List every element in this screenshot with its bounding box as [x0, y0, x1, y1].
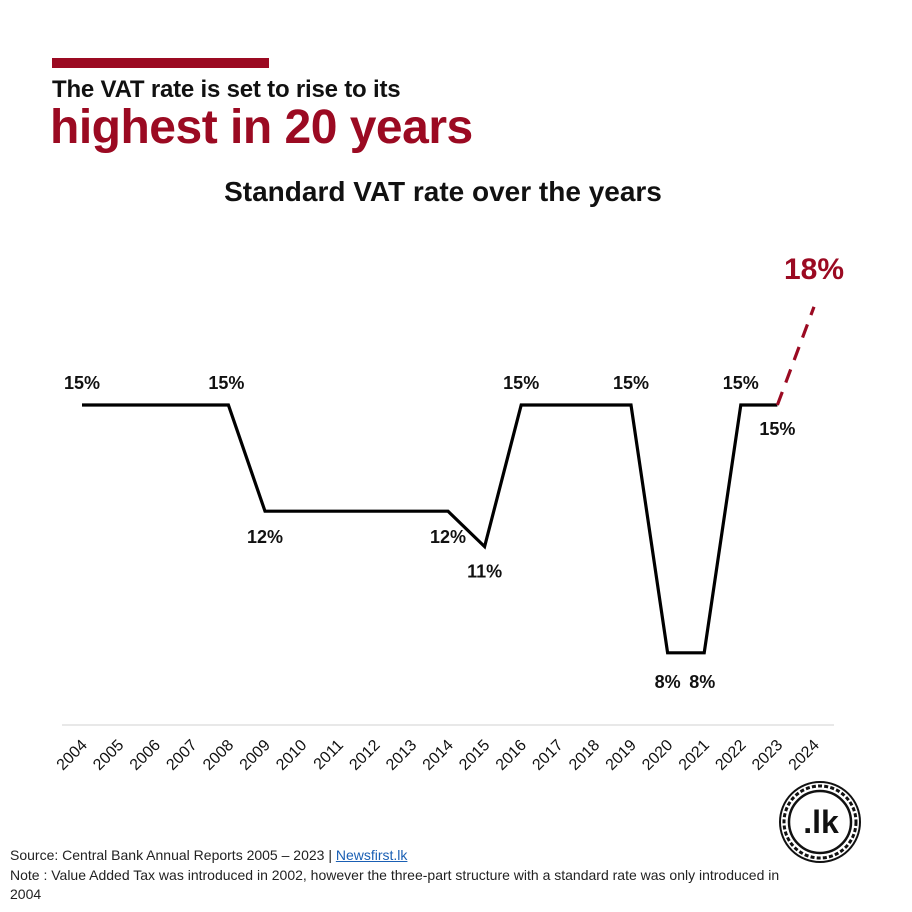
- x-tick-label: 2004: [54, 737, 91, 774]
- x-tick-label: 2010: [273, 737, 310, 774]
- x-tick-label: 2021: [676, 737, 713, 774]
- x-tick-label: 2012: [346, 737, 383, 774]
- x-tick-labels-group: 2004 2005 2006 2007 2008 2009 2010 2011 2012 2013…: [54, 737, 823, 774]
- series-line-group: [82, 306, 816, 655]
- x-tick-label: 2020: [639, 737, 676, 774]
- x-tick-label: 2019: [603, 737, 640, 774]
- point-label: 12%: [430, 527, 466, 547]
- point-label: 15%: [208, 373, 244, 393]
- x-tick-label: 2006: [127, 737, 164, 774]
- point-label: 15%: [759, 419, 795, 439]
- x-tick-label: 2017: [529, 737, 566, 774]
- series-line: [82, 403, 778, 655]
- x-tick-label: 2014: [420, 737, 457, 774]
- x-tick-label: 2009: [237, 737, 274, 774]
- x-tick-label: 2023: [749, 737, 786, 774]
- newsfirst-lk-logo-icon: .lk: [779, 781, 861, 863]
- logo-text: .lk: [803, 804, 839, 840]
- x-tick-label: 2013: [383, 737, 420, 774]
- x-tick-label: 2024: [786, 737, 823, 774]
- projection-line: [775, 306, 816, 406]
- point-label: 8%: [655, 672, 681, 692]
- source-line: Source: Central Bank Annual Reports 2005…: [10, 847, 407, 863]
- point-label: 11%: [467, 562, 502, 582]
- x-tick-label: 2018: [566, 737, 603, 774]
- x-tick-label: 2011: [311, 737, 347, 773]
- x-tick-label: 2022: [712, 737, 749, 774]
- note-text: Note : Value Added Tax was introduced in…: [10, 867, 780, 902]
- point-label: 15%: [64, 373, 100, 393]
- chart-title: Standard VAT rate over the years: [224, 176, 662, 207]
- x-tick-label: 2008: [200, 737, 237, 774]
- point-label: 15%: [503, 373, 539, 393]
- projected-value-label: 18%: [784, 253, 844, 286]
- point-label: 15%: [613, 373, 649, 393]
- point-label: 12%: [247, 527, 283, 547]
- source-link[interactable]: Newsfirst.lk: [335, 847, 408, 863]
- x-tick-label: 2016: [493, 737, 530, 774]
- x-tick-label: 2007: [163, 737, 200, 774]
- x-tick-label: 2005: [90, 737, 127, 774]
- point-label: 15%: [723, 373, 759, 393]
- header-accent-bar: [52, 58, 269, 68]
- source-text: Source: Central Bank Annual Reports 2005…: [10, 847, 336, 863]
- x-tick-label: 2015: [456, 737, 493, 774]
- headline-small: The VAT rate is set to rise to its: [52, 76, 401, 103]
- headline-big: highest in 20 years: [50, 101, 473, 154]
- point-label: 8%: [689, 672, 715, 692]
- point-labels-group: 15% 15%12% 12%11%15% 15%8% 8%15%15%18%: [64, 253, 844, 692]
